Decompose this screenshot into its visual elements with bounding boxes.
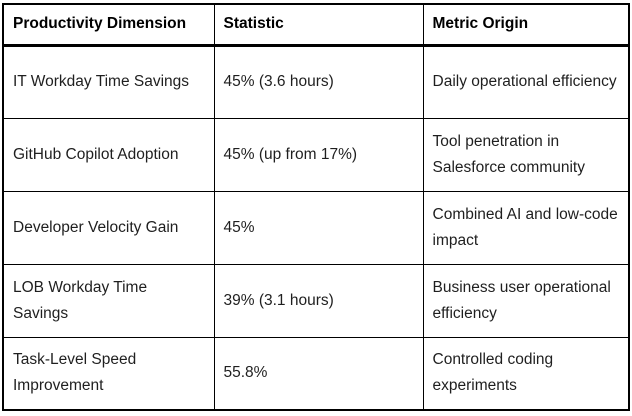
productivity-table: Productivity Dimension Statistic Metric … [2, 3, 630, 411]
cell-origin: Business user operational efficiency [422, 263, 630, 338]
cell-origin: Tool penetration in Salesforce community [422, 117, 630, 192]
column-header-productivity-dimension: Productivity Dimension [2, 3, 215, 47]
cell-dimension: GitHub Copilot Adoption [2, 117, 215, 192]
table-row: LOB Workday Time Savings 39% (3.1 hours)… [2, 263, 630, 338]
cell-statistic: 39% (3.1 hours) [213, 263, 424, 338]
column-header-statistic: Statistic [213, 3, 424, 47]
cell-origin: Daily operational efficiency [422, 44, 630, 119]
cell-dimension: LOB Workday Time Savings [2, 263, 215, 338]
table-row: Task-Level Speed Improvement 55.8% Contr… [2, 336, 630, 411]
cell-statistic: 45% (up from 17%) [213, 117, 424, 192]
cell-origin: Combined AI and low-code impact [422, 190, 630, 265]
cell-dimension: Developer Velocity Gain [2, 190, 215, 265]
cell-statistic: 45% (3.6 hours) [213, 44, 424, 119]
column-header-metric-origin: Metric Origin [422, 3, 630, 47]
table-header-row: Productivity Dimension Statistic Metric … [2, 3, 630, 47]
table-row: IT Workday Time Savings 45% (3.6 hours) … [2, 44, 630, 119]
table-row: Developer Velocity Gain 45% Combined AI … [2, 190, 630, 265]
cell-statistic: 45% [213, 190, 424, 265]
table-row: GitHub Copilot Adoption 45% (up from 17%… [2, 117, 630, 192]
cell-statistic: 55.8% [213, 336, 424, 411]
cell-origin: Controlled coding experiments [422, 336, 630, 411]
cell-dimension: IT Workday Time Savings [2, 44, 215, 119]
cell-dimension: Task-Level Speed Improvement [2, 336, 215, 411]
